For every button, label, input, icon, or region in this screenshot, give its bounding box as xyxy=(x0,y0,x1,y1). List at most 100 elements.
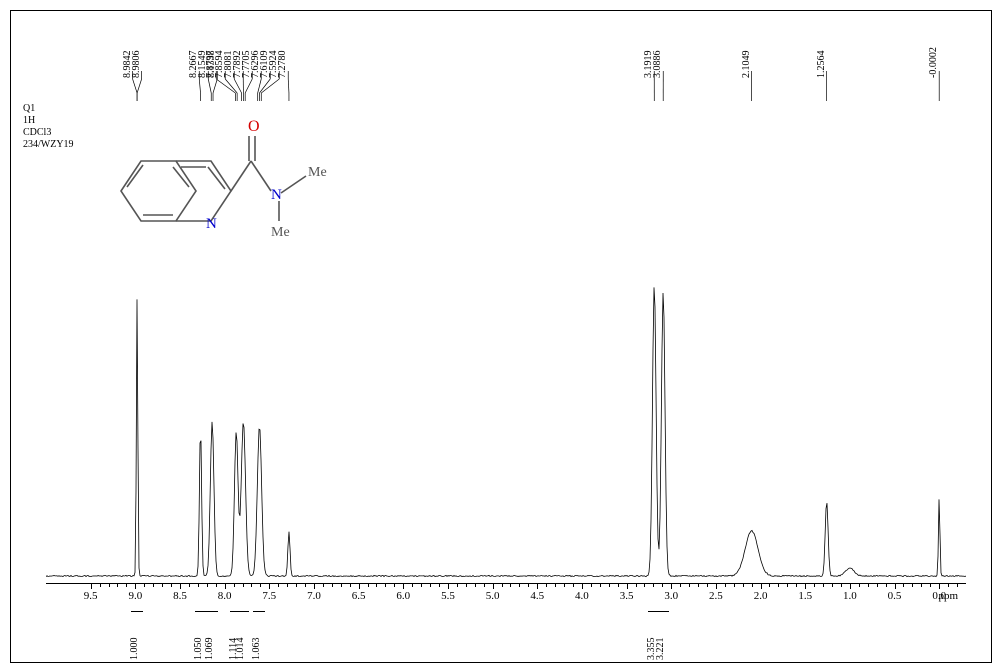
x-tick-minor xyxy=(787,584,788,587)
x-tick-minor xyxy=(126,584,127,587)
integral-label: 1.000 xyxy=(129,638,140,661)
x-tick xyxy=(671,584,672,589)
x-tick-minor xyxy=(162,584,163,587)
x-tick xyxy=(582,584,583,589)
x-tick-minor xyxy=(555,584,556,587)
x-tick-minor xyxy=(591,584,592,587)
x-tick-minor xyxy=(305,584,306,587)
x-tick-minor xyxy=(484,584,485,587)
sample-id: Q1 xyxy=(23,103,74,115)
x-tick-label: 5.0 xyxy=(486,590,500,602)
peak-connectors xyxy=(11,71,991,101)
x-tick-minor xyxy=(743,584,744,587)
x-tick-minor xyxy=(680,584,681,587)
x-tick-minor xyxy=(323,584,324,587)
x-tick xyxy=(403,584,404,589)
x-tick-minor xyxy=(421,584,422,587)
x-tick-minor xyxy=(609,584,610,587)
x-tick-minor xyxy=(528,584,529,587)
x-tick-minor xyxy=(546,584,547,587)
x-tick-minor xyxy=(662,584,663,587)
nucleus: 1H xyxy=(23,115,74,127)
x-tick-minor xyxy=(260,584,261,587)
x-tick-minor xyxy=(912,584,913,587)
integral-label: 1.050 xyxy=(193,638,204,661)
x-tick-minor xyxy=(707,584,708,587)
x-tick-label: 5.5 xyxy=(441,590,455,602)
x-tick xyxy=(493,584,494,589)
x-tick xyxy=(805,584,806,589)
x-axis: ppm 9.59.08.58.07.57.06.56.05.55.04.54.0… xyxy=(46,583,966,614)
x-tick-minor xyxy=(698,584,699,587)
x-tick-minor xyxy=(564,584,565,587)
integral-label: 1.069 xyxy=(204,638,215,661)
x-tick-label: 2.5 xyxy=(709,590,723,602)
spectrum-plot xyxy=(46,281,966,581)
x-tick-minor xyxy=(278,584,279,587)
sample-info: Q1 1H CDCl3 234/WZY19 xyxy=(23,103,74,151)
x-tick-minor xyxy=(439,584,440,587)
x-tick-minor xyxy=(430,584,431,587)
x-tick-minor xyxy=(618,584,619,587)
x-tick-label: 8.5 xyxy=(173,590,187,602)
x-tick-minor xyxy=(841,584,842,587)
x-tick-minor xyxy=(207,584,208,587)
x-tick-minor xyxy=(796,584,797,587)
x-tick-minor xyxy=(100,584,101,587)
x-tick-minor xyxy=(644,584,645,587)
x-tick-minor xyxy=(457,584,458,587)
ring-nitrogen-label: N xyxy=(206,216,217,232)
x-tick-minor xyxy=(332,584,333,587)
x-tick-minor xyxy=(778,584,779,587)
x-tick-minor xyxy=(117,584,118,587)
x-tick-label: 3.5 xyxy=(620,590,634,602)
x-tick-minor xyxy=(519,584,520,587)
x-tick-label: 0.0 xyxy=(932,590,946,602)
x-tick-minor xyxy=(251,584,252,587)
x-tick-minor xyxy=(600,584,601,587)
x-tick-minor xyxy=(144,584,145,587)
x-tick-minor xyxy=(350,584,351,587)
x-tick-minor xyxy=(153,584,154,587)
x-tick-minor xyxy=(653,584,654,587)
x-tick xyxy=(761,584,762,589)
integral-bracket xyxy=(237,611,249,615)
x-tick xyxy=(91,584,92,589)
methyl-2-label: Me xyxy=(271,225,290,240)
x-tick-minor xyxy=(216,584,217,587)
x-tick xyxy=(895,584,896,589)
integral-label: 1.014 xyxy=(235,638,246,661)
x-tick-minor xyxy=(725,584,726,587)
x-tick-minor xyxy=(466,584,467,587)
x-tick-minor xyxy=(234,584,235,587)
x-tick-label: 6.0 xyxy=(396,590,410,602)
x-tick-minor xyxy=(243,584,244,587)
x-tick xyxy=(359,584,360,589)
x-tick-minor xyxy=(510,584,511,587)
x-tick xyxy=(850,584,851,589)
amide-nitrogen-label: N xyxy=(271,187,282,203)
x-tick-minor xyxy=(877,584,878,587)
x-tick-minor xyxy=(689,584,690,587)
x-tick-label: 7.0 xyxy=(307,590,321,602)
x-tick-minor xyxy=(573,584,574,587)
x-tick-minor xyxy=(823,584,824,587)
x-tick-label: 8.0 xyxy=(218,590,232,602)
x-tick xyxy=(135,584,136,589)
x-tick-minor xyxy=(957,584,958,587)
integral-bracket xyxy=(206,611,218,615)
x-tick-minor xyxy=(109,584,110,587)
x-tick-label: 0.5 xyxy=(888,590,902,602)
x-tick-label: 7.5 xyxy=(262,590,276,602)
x-tick-minor xyxy=(769,584,770,587)
x-tick-minor xyxy=(903,584,904,587)
integral-bracket xyxy=(195,611,207,615)
x-tick xyxy=(939,584,940,589)
x-tick-minor xyxy=(948,584,949,587)
x-tick-minor xyxy=(171,584,172,587)
x-tick-label: 4.0 xyxy=(575,590,589,602)
x-tick-minor xyxy=(859,584,860,587)
x-tick-minor xyxy=(412,584,413,587)
integral-label: 1.063 xyxy=(251,638,262,661)
x-tick-label: 4.5 xyxy=(530,590,544,602)
